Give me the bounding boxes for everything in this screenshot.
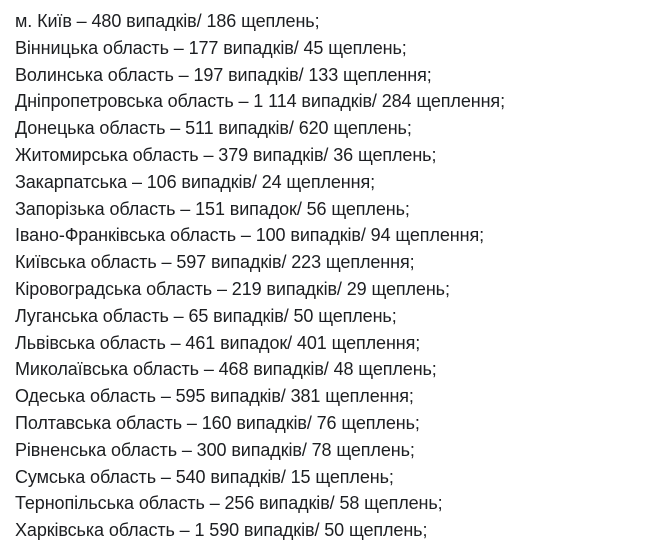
list-item: Закарпатська – 106 випадків/ 24 щеплення…	[15, 171, 376, 192]
list-item: м. Київ – 480 випадків/ 186 щеплень;	[15, 11, 320, 31]
list-item: Кіровоградська область – 219 випадків/ 2…	[15, 278, 450, 299]
list-item: Рівненська область – 300 випадків/ 78 ще…	[15, 439, 415, 460]
list-item: Львівська область – 461 випадок/ 401 щеп…	[15, 332, 421, 353]
region-stats-list: м. Київ – 480 випадків/ 186 щеплень; Він…	[15, 8, 505, 544]
list-item: Миколаївська область – 468 випадків/ 48 …	[15, 359, 437, 380]
list-item: Житомирська область – 379 випадків/ 36 щ…	[15, 144, 437, 165]
list-item: Луганська область – 65 випадків/ 50 щепл…	[15, 305, 397, 326]
list-item: Вінницька область – 177 випадків/ 45 щеп…	[15, 37, 407, 58]
list-item: Івано-Франківська область – 100 випадків…	[15, 225, 484, 246]
list-item: Харківська область – 1 590 випадків/ 50 …	[15, 520, 428, 541]
list-item: Волинська область – 197 випадків/ 133 ще…	[15, 64, 432, 85]
list-item: Тернопільська область – 256 випадків/ 58…	[15, 493, 443, 514]
list-item: Дніпропетровська область – 1 114 випадкі…	[15, 91, 505, 112]
list-item: Полтавська область – 160 випадків/ 76 ще…	[15, 412, 420, 433]
list-item: Сумська область – 540 випадків/ 15 щепле…	[15, 466, 394, 487]
list-item: Запорізька область – 151 випадок/ 56 щеп…	[15, 198, 410, 219]
list-item: Донецька область – 511 випадків/ 620 щеп…	[15, 118, 412, 139]
list-item: Одеська область – 595 випадків/ 381 щепл…	[15, 386, 414, 407]
list-item: Київська область – 597 випадків/ 223 щеп…	[15, 252, 415, 273]
